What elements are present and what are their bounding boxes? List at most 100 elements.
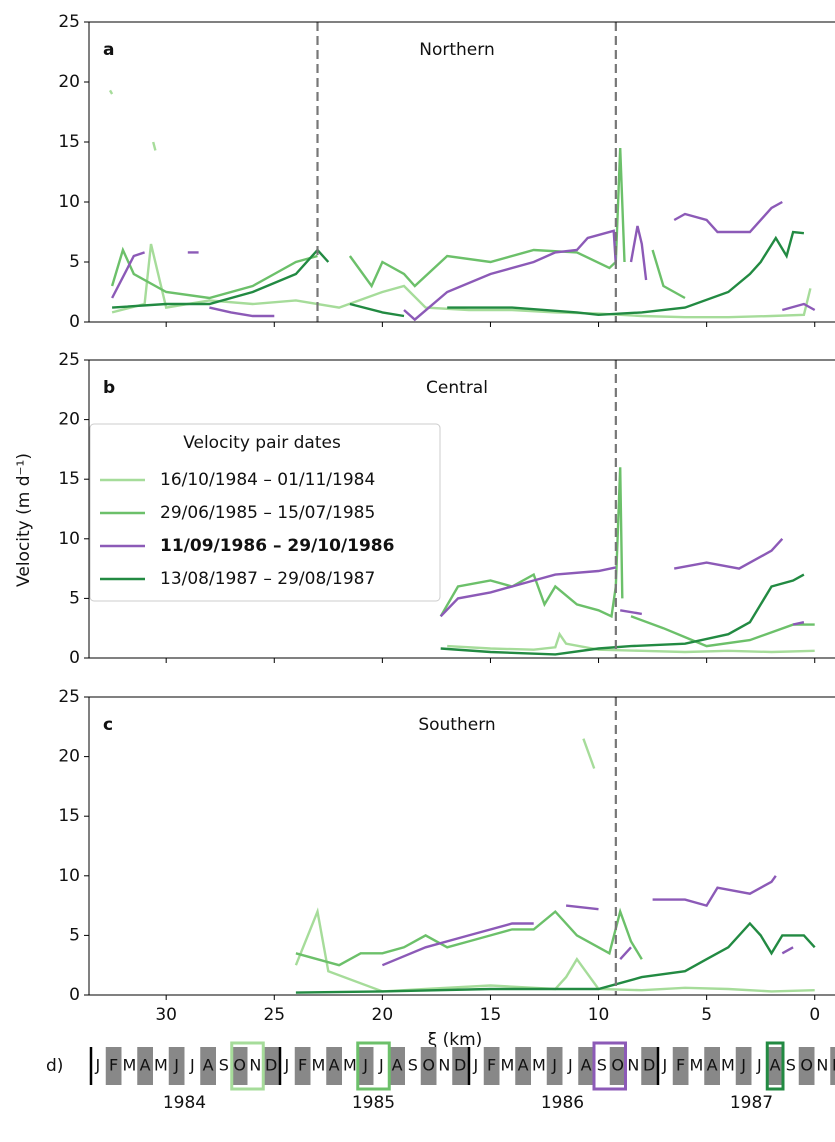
month-label: S xyxy=(597,1056,607,1075)
month-label: M xyxy=(500,1056,514,1075)
month-block xyxy=(483,1047,500,1085)
month-label: N xyxy=(438,1056,450,1075)
y-tick-label: 5 xyxy=(69,925,80,945)
month-label: O xyxy=(800,1056,813,1075)
timeline-label: d) xyxy=(46,1056,63,1076)
month-label: J xyxy=(756,1056,762,1075)
month-block xyxy=(672,1047,689,1085)
month-block xyxy=(263,1047,279,1085)
month-label: S xyxy=(786,1056,796,1075)
month-block xyxy=(609,1047,626,1085)
year-label: 1985 xyxy=(352,1093,395,1113)
month-label: J xyxy=(362,1056,368,1075)
year-label: 1987 xyxy=(730,1093,773,1113)
month-block xyxy=(294,1047,311,1085)
panel-title: Northern xyxy=(419,40,494,60)
series-line xyxy=(110,147,686,300)
month-label: A xyxy=(203,1056,214,1075)
month-label: O xyxy=(422,1056,435,1075)
month-label: J xyxy=(740,1056,746,1075)
month-block xyxy=(704,1047,720,1085)
panel-title: Southern xyxy=(418,715,495,735)
y-tick-label: 5 xyxy=(69,252,80,272)
series-line xyxy=(447,631,815,654)
month-label: A xyxy=(140,1056,151,1075)
month-label: J xyxy=(551,1056,557,1075)
month-label: M xyxy=(532,1056,546,1075)
x-tick-label: 5 xyxy=(701,1005,712,1025)
x-tick-label: 10 xyxy=(588,1005,610,1025)
year-label: 1986 xyxy=(541,1093,584,1113)
plot-frame xyxy=(88,696,835,996)
y-tick-label: 10 xyxy=(58,529,80,549)
month-block xyxy=(546,1047,563,1085)
series-line xyxy=(295,921,816,994)
month-label: S xyxy=(219,1056,229,1075)
month-block xyxy=(105,1047,122,1085)
month-label: A xyxy=(581,1056,592,1075)
x-tick-label: 30 xyxy=(155,1005,177,1025)
series-line xyxy=(112,230,805,318)
y-tick-label: 15 xyxy=(58,132,80,152)
y-tick-label: 20 xyxy=(58,747,80,767)
date-highlight xyxy=(765,1041,785,1091)
month-label: N xyxy=(816,1056,828,1075)
month-label: J xyxy=(189,1056,195,1075)
month-label: A xyxy=(770,1056,781,1075)
month-label: D xyxy=(643,1056,655,1075)
x-tick-label: 25 xyxy=(263,1005,285,1025)
y-tick-label: 25 xyxy=(58,350,80,370)
series-line xyxy=(440,573,805,656)
month-block xyxy=(767,1047,783,1085)
y-tick-label: 5 xyxy=(69,588,80,608)
y-tick-label: 0 xyxy=(69,312,80,332)
x-tick-label: 0 xyxy=(809,1005,820,1025)
month-label: J xyxy=(173,1056,179,1075)
month-label: S xyxy=(408,1056,418,1075)
month-block xyxy=(798,1047,815,1085)
series-line xyxy=(295,907,643,967)
month-label: A xyxy=(707,1056,718,1075)
month-block xyxy=(735,1047,752,1085)
month-label: M xyxy=(343,1056,357,1075)
month-label: O xyxy=(233,1056,246,1075)
y-tick-label: 10 xyxy=(58,866,80,886)
month-block xyxy=(231,1047,248,1085)
month-label: F xyxy=(298,1056,307,1075)
legend-box xyxy=(89,423,441,602)
month-label: M xyxy=(689,1056,703,1075)
month-label: D xyxy=(265,1056,277,1075)
month-block xyxy=(137,1047,153,1085)
plot-frame xyxy=(88,359,835,659)
month-label: J xyxy=(567,1056,573,1075)
month-label: J xyxy=(473,1056,479,1075)
month-label: D xyxy=(454,1056,466,1075)
y-tick-label: 25 xyxy=(58,12,80,32)
legend-title: Velocity pair dates xyxy=(183,433,341,453)
date-highlight xyxy=(356,1041,391,1091)
month-label: O xyxy=(611,1056,624,1075)
month-block xyxy=(515,1047,531,1085)
date-highlight xyxy=(230,1041,265,1091)
month-label: J xyxy=(662,1056,668,1075)
month-label: M xyxy=(122,1056,136,1075)
date-highlight xyxy=(592,1041,627,1091)
y-axis-label: Velocity (m d⁻¹) xyxy=(14,453,34,587)
series-line xyxy=(294,738,815,993)
month-block xyxy=(641,1047,657,1085)
month-label: J xyxy=(284,1056,290,1075)
y-tick-label: 0 xyxy=(69,648,80,668)
y-tick-label: 10 xyxy=(58,192,80,212)
year-label: 1984 xyxy=(163,1093,206,1113)
month-block xyxy=(830,1047,835,1085)
month-label: M xyxy=(721,1056,735,1075)
legend-label: 16/10/1984 – 01/11/1984 xyxy=(160,470,375,490)
series-line xyxy=(111,200,816,322)
month-block xyxy=(326,1047,342,1085)
month-block xyxy=(578,1047,594,1085)
series-line xyxy=(108,89,812,319)
y-tick-label: 0 xyxy=(69,985,80,1005)
x-tick-label: 15 xyxy=(480,1005,502,1025)
month-label: F xyxy=(676,1056,685,1075)
